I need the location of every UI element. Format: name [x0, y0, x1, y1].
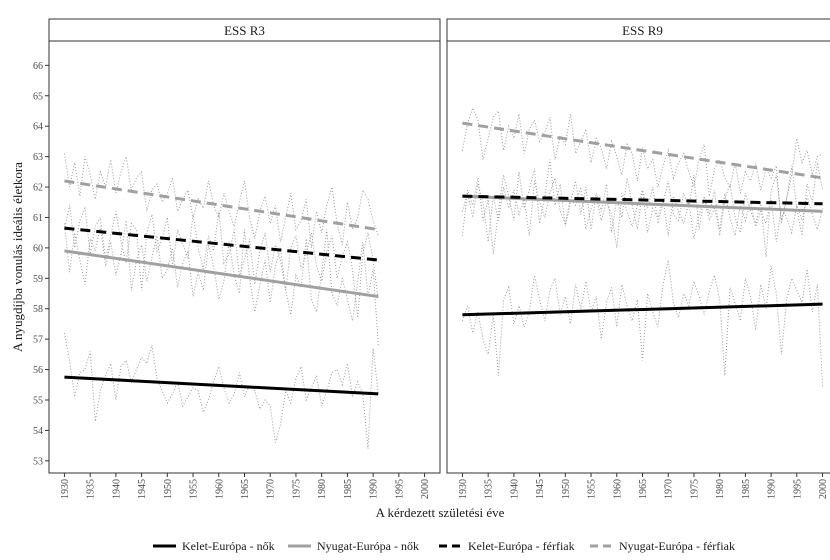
fit-line [462, 121, 823, 180]
y-axis-title: A nyugdíjba vonulás ideális életkora [10, 162, 25, 352]
x-tick-label: 2000 [818, 479, 829, 499]
y-tick-label: 60 [33, 243, 43, 254]
panel-2-x-ticks: 1930 1935 1940 1945 1950 1955 1960 1965 1970 1975… [458, 473, 829, 499]
x-tick-label: 1970 [664, 479, 675, 499]
x-tick-label: 1940 [111, 479, 122, 499]
x-tick-label: 1985 [741, 479, 752, 499]
x-tick-label: 1990 [767, 479, 778, 499]
y-tick-label: 62 [33, 183, 43, 194]
panel-1-x-ticks: 1930 1935 1940 1945 1950 1955 1960 1965 1970 1975… [60, 473, 431, 499]
fit-line [64, 249, 379, 299]
y-tick-label: 55 [33, 395, 43, 406]
x-tick-label: 1975 [689, 479, 700, 499]
y-tick-label: 54 [33, 426, 43, 437]
x-tick-label: 1940 [509, 479, 520, 499]
x-tick-label: 1930 [60, 479, 71, 499]
x-tick-label: 1965 [638, 479, 649, 499]
x-tick-label: 1935 [86, 479, 97, 499]
y-axis: 53 54 55 56 57 58 59 60 61 62 63 64 65 66 [33, 61, 49, 467]
panel-1-fit-lines [64, 179, 379, 396]
x-tick-label: 1975 [291, 479, 302, 499]
raw-series-line [461, 159, 824, 258]
legend-label-2: Nyugat-Európa - nők [317, 539, 419, 553]
legend-label-3: Kelet-Európa - férfiak [468, 539, 575, 553]
x-tick-label: 1945 [535, 479, 546, 499]
legend: Kelet-Európa - nők Nyugat-Európa - nők K… [153, 539, 735, 553]
legend-label-4: Nyugat-Európa - férfiak [619, 539, 735, 553]
fit-line [64, 226, 379, 262]
y-tick-label: 64 [33, 122, 43, 133]
fit-line [64, 179, 379, 232]
x-tick-label: 1935 [484, 479, 495, 499]
x-tick-label: 1990 [369, 479, 380, 499]
fit-line [462, 194, 823, 213]
x-tick-label: 1960 [214, 479, 225, 499]
y-tick-label: 56 [33, 365, 43, 376]
y-tick-label: 59 [33, 274, 43, 285]
x-tick-label: 1950 [163, 479, 174, 499]
panel-1: ESS R3 1930 1935 1940 1945 1950 1955 1960 1965 1… [48, 18, 441, 499]
x-tick-label: 1970 [266, 479, 277, 499]
y-tick-label: 58 [33, 304, 43, 315]
raw-series-line [63, 333, 379, 449]
panel-2-raw-series [461, 106, 824, 388]
raw-series-line [63, 220, 379, 346]
raw-series-line [461, 106, 823, 224]
raw-series-line [461, 259, 824, 388]
x-axis-title: A kérdezett születési éve [376, 505, 505, 520]
x-tick-label: 1960 [612, 479, 623, 499]
fit-line [462, 194, 823, 206]
y-tick-label: 61 [33, 213, 43, 224]
x-tick-label: 1950 [561, 479, 572, 499]
y-tick-label: 53 [33, 456, 43, 467]
panel-2: ESS R9 1930 1935 1940 1945 1950 1955 1960 1965 1… [446, 18, 830, 499]
y-tick-label: 66 [33, 61, 43, 72]
x-tick-label: 1955 [189, 479, 200, 499]
panel-2-title: ESS R9 [622, 23, 663, 38]
x-tick-label: 2000 [420, 479, 431, 499]
y-tick-label: 57 [33, 335, 43, 346]
fit-line [462, 302, 823, 317]
x-tick-label: 1980 [715, 479, 726, 499]
panel-2-frame [446, 40, 830, 474]
x-tick-label: 1965 [240, 479, 251, 499]
panel-1-title: ESS R3 [224, 23, 265, 38]
x-tick-label: 1995 [792, 479, 803, 499]
x-tick-label: 1930 [458, 479, 469, 499]
legend-label-1: Kelet-Európa - nők [182, 539, 275, 553]
y-tick-label: 65 [33, 91, 43, 102]
fit-line [64, 375, 379, 396]
y-tick-label: 63 [33, 152, 43, 163]
x-tick-label: 1945 [137, 479, 148, 499]
x-tick-label: 1995 [394, 479, 405, 499]
x-tick-label: 1985 [343, 479, 354, 499]
x-tick-label: 1980 [317, 479, 328, 499]
panel-2-fit-lines [462, 121, 823, 317]
x-tick-label: 1955 [587, 479, 598, 499]
